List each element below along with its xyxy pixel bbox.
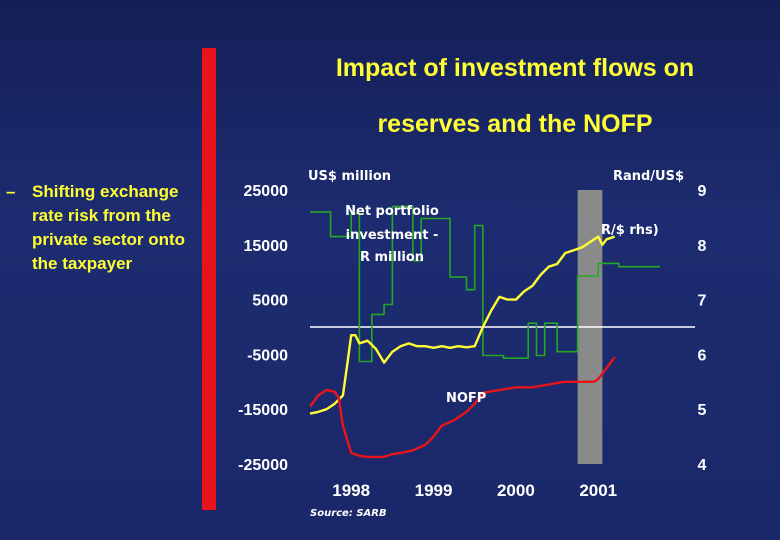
right-tick-label: 9: [698, 183, 707, 200]
rand-annotation: R/$ rhs): [601, 223, 659, 238]
source-note: Source: SARB: [310, 508, 387, 519]
series-line-r-rhs: [309, 235, 616, 415]
right-tick-label: 6: [698, 347, 707, 364]
left-tick-label: -25000: [238, 457, 288, 474]
accent-bar: [202, 48, 216, 510]
x-tick-label: 2000: [497, 481, 535, 500]
left-tick-label: 5000: [252, 293, 288, 310]
left-tick-label: -15000: [238, 402, 288, 419]
bullet-point: – Shifting exchange rate risk from the p…: [6, 180, 196, 276]
title-line-1: Impact of investment flows on: [335, 54, 695, 82]
left-tick-label: 15000: [244, 238, 289, 255]
title-line-2: reserves and the NOFP: [377, 110, 653, 138]
x-tick-label: 1999: [415, 481, 453, 500]
bullet-text: Shifting exchange rate risk from the pri…: [32, 182, 186, 273]
right-tick-label: 5: [698, 402, 707, 419]
nofp-annotation: NOFP: [446, 391, 486, 406]
portfolio-annotation-line-2: investment -: [346, 228, 439, 243]
bullet-dash: –: [6, 182, 16, 201]
x-tick-label: 1998: [332, 481, 370, 500]
left-tick-label: -5000: [247, 347, 288, 364]
page-title: Impact of investment flows on reserves a…: [300, 40, 730, 152]
right-tick-label: 7: [698, 293, 707, 310]
left-axis-label: US$ million: [308, 169, 391, 184]
right-axis-label: Rand/US$: [613, 169, 684, 184]
series-line-net-portfolio-investment-r-million: [310, 205, 660, 363]
right-tick-label: 4: [698, 457, 707, 474]
x-tick-label: 2001: [579, 481, 617, 500]
left-tick-label: 25000: [244, 183, 289, 200]
right-tick-label: 8: [698, 238, 707, 255]
portfolio-annotation-line-3: R million: [360, 250, 424, 265]
series-line-nofp: [309, 356, 616, 459]
portfolio-annotation-line-1: Net portfolio: [345, 204, 439, 219]
